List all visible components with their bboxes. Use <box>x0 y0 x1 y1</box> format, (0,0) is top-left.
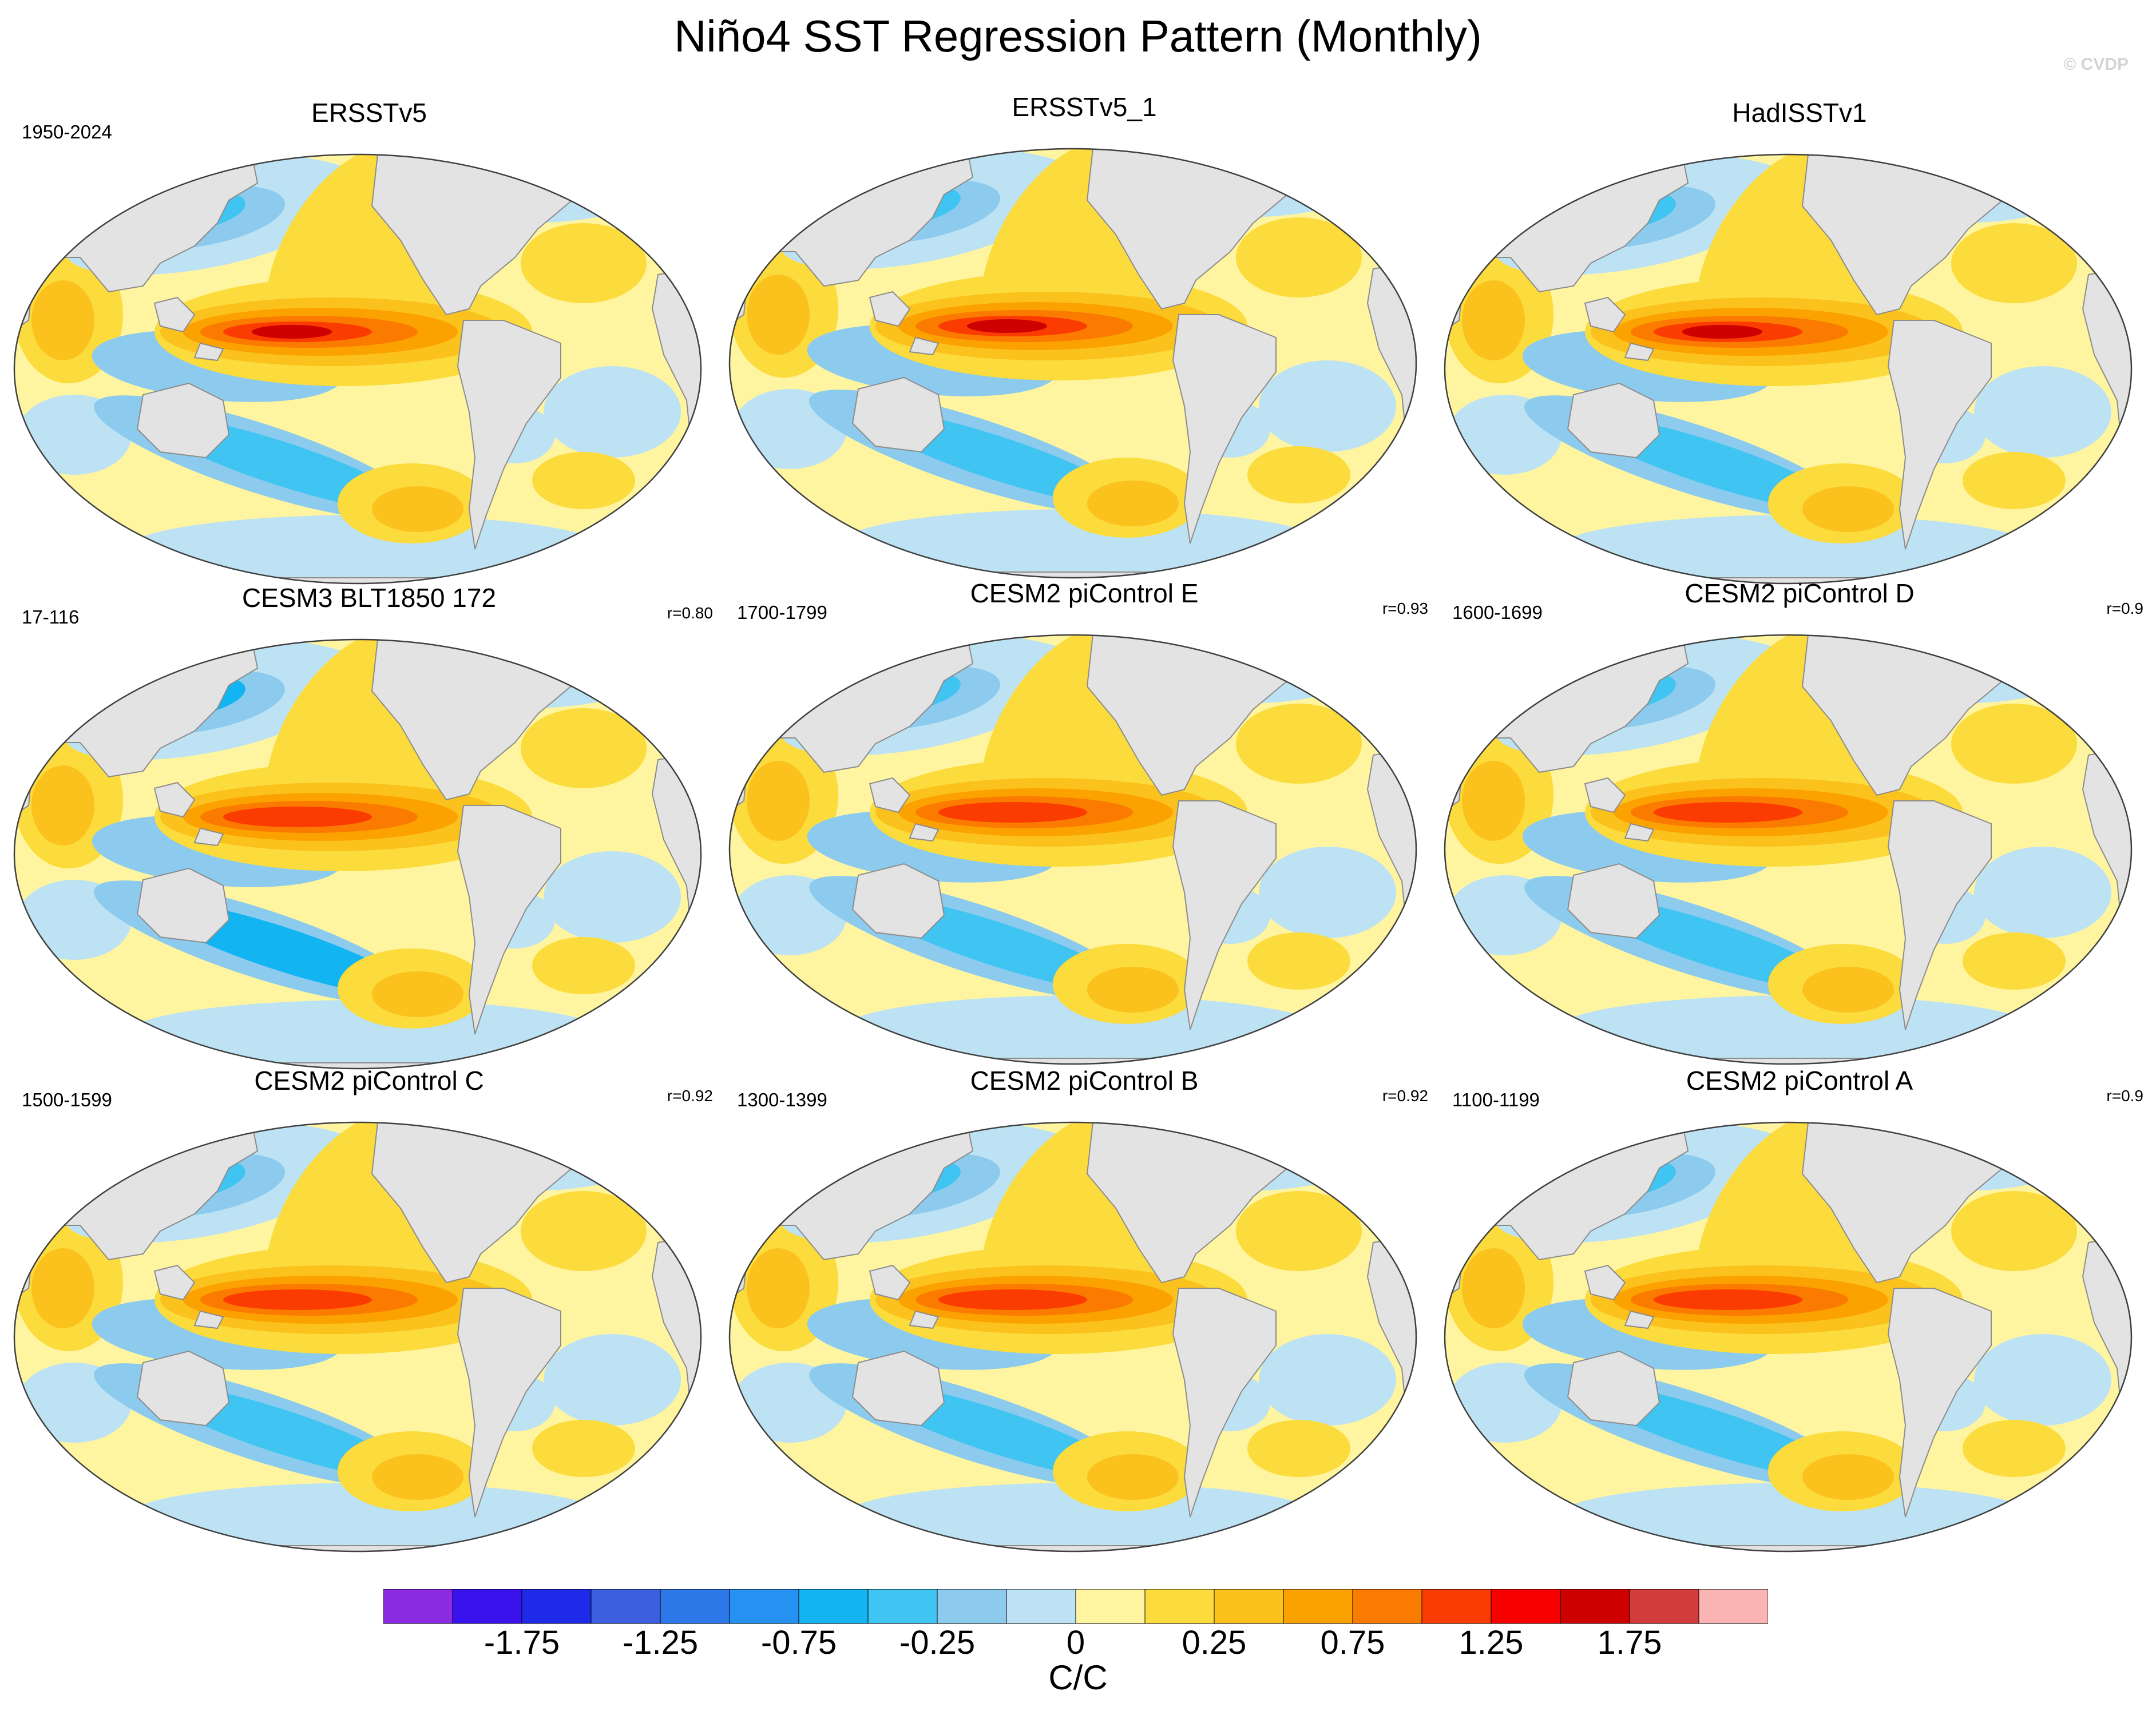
panel-title: CESM2 piControl D <box>1685 578 1915 608</box>
colorbar-tick-label: -1.75 <box>483 1624 560 1661</box>
panel-pattern-correlation: r=0.9 <box>2106 1087 2143 1105</box>
panel-pattern-correlation: r=0.92 <box>667 1087 713 1105</box>
panel-title: CESM2 piControl E <box>970 578 1199 608</box>
colorbar-tick-label: -0.25 <box>899 1624 976 1661</box>
panel-pattern-correlation: r=0.93 <box>1382 600 1428 617</box>
panel-title: CESM2 piControl A <box>1686 1066 1913 1095</box>
panel-title: CESM2 piControl C <box>254 1066 484 1095</box>
map-panel: ERSSTv5_1 <box>727 92 1442 579</box>
colorbar-segment <box>452 1589 522 1624</box>
map-panel: CESM3 BLT1850 172 17-116 r=0.80 <box>11 582 727 1070</box>
panel-pattern-correlation: r=0.9 <box>2106 600 2143 617</box>
colorbar-unit-label: C/C <box>1048 1658 1108 1697</box>
colorbar-segment <box>1560 1589 1630 1624</box>
colorbar-segment <box>1006 1589 1076 1624</box>
panel-pattern-correlation: r=0.80 <box>667 604 713 622</box>
colorbar-segment <box>1629 1589 1699 1624</box>
colorbar-segment <box>1421 1589 1492 1624</box>
colorbar-segment <box>867 1589 938 1624</box>
panel-title: HadISSTv1 <box>1732 98 1867 128</box>
panel-years: 1950-2024 <box>22 121 112 142</box>
panel-title: CESM3 BLT1850 172 <box>241 583 497 613</box>
panel-pattern-correlation: r=0.92 <box>1382 1087 1428 1105</box>
sst-regression-map <box>1444 1121 2133 1553</box>
colorbar-segment <box>1352 1589 1422 1624</box>
colorbar-tick-label: 1.75 <box>1597 1624 1662 1661</box>
panel-years: 1500-1599 <box>22 1089 112 1110</box>
sst-regression-map <box>13 638 702 1070</box>
map-panel: CESM2 piControl C 1500-1599 r=0.92 <box>11 1065 727 1553</box>
colorbar-tick-label: 0.25 <box>1182 1624 1247 1661</box>
map-panel: CESM2 piControl B 1300-1399 r=0.92 <box>727 1065 1442 1553</box>
colorbar-segment <box>937 1589 1007 1624</box>
colorbar-segment <box>1698 1589 1768 1624</box>
map-panel: CESM2 piControl A 1100-1199 r=0.9 <box>1442 1065 2156 1553</box>
colorbar-tick-label: 0.75 <box>1320 1624 1385 1661</box>
map-panel: CESM2 piControl D 1600-1699 r=0.9 <box>1442 578 2156 1065</box>
sst-regression-map <box>728 148 1417 579</box>
colorbar-segment <box>729 1589 799 1624</box>
colorbar-segment <box>383 1589 453 1624</box>
colorbar-segment <box>1491 1589 1561 1624</box>
colorbar-tick-label: -0.75 <box>760 1624 837 1661</box>
sst-regression-map <box>728 634 1417 1065</box>
colorbar-segment <box>1283 1589 1353 1624</box>
map-panel: CESM2 piControl E 1700-1799 r=0.93 <box>727 578 1442 1065</box>
panel-years: 17-116 <box>22 606 80 628</box>
colorbar <box>383 1589 1768 1624</box>
sst-regression-map <box>1444 634 2133 1065</box>
colorbar-segment <box>1144 1589 1215 1624</box>
colorbar-segment <box>590 1589 661 1624</box>
colorbar-segment <box>1214 1589 1284 1624</box>
colorbar-tick-label: 0 <box>1066 1624 1085 1661</box>
panel-title: ERSSTv5_1 <box>1012 92 1157 122</box>
colorbar-tick-label: -1.25 <box>622 1624 699 1661</box>
colorbar-segment <box>1075 1589 1146 1624</box>
panel-years: 1700-1799 <box>737 602 827 623</box>
colorbar-segment <box>798 1589 869 1624</box>
figure-title: Niño4 SST Regression Pattern (Monthly) <box>674 11 1482 61</box>
map-panel: HadISSTv1 <box>1442 97 2156 585</box>
colorbar-tick-label: 1.25 <box>1459 1624 1524 1661</box>
sst-regression-map <box>1444 153 2133 585</box>
panel-years: 1300-1399 <box>737 1089 827 1110</box>
panel-years: 1600-1699 <box>1452 602 1543 623</box>
colorbar-segment <box>521 1589 592 1624</box>
sst-regression-map <box>728 1121 1417 1553</box>
sst-regression-map <box>13 153 702 585</box>
panel-title: CESM2 piControl B <box>970 1066 1199 1095</box>
colorbar-segment <box>660 1589 730 1624</box>
panel-title: ERSSTv5 <box>311 98 427 128</box>
map-panel: ERSSTv5 1950-2024 <box>11 97 727 585</box>
watermark: © CVDP <box>2063 55 2129 74</box>
sst-regression-map <box>13 1121 702 1553</box>
panel-years: 1100-1199 <box>1452 1089 1540 1110</box>
